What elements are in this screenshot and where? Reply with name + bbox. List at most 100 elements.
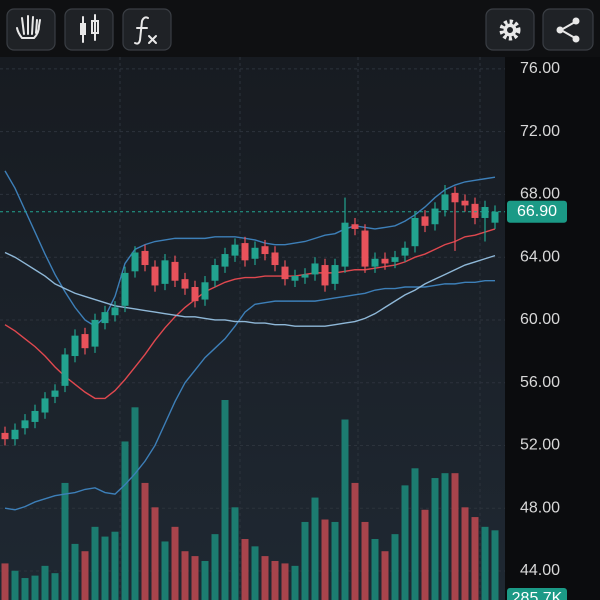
indicator-line	[4, 228, 496, 400]
candle-body	[151, 266, 159, 286]
candle-body	[451, 192, 459, 203]
candle-body	[361, 230, 369, 267]
volume-bar	[171, 526, 179, 600]
candle-body	[251, 247, 259, 259]
candle-body	[311, 263, 319, 275]
volume-bar	[21, 578, 29, 600]
chart-type-button[interactable]	[64, 8, 114, 51]
volume-tag	[507, 588, 567, 600]
y-tick-label: 52.00	[520, 437, 560, 454]
volume-label: 285.7K	[512, 590, 563, 600]
volume-bar	[331, 521, 339, 600]
candle-body	[141, 250, 149, 266]
volume-bar	[461, 507, 469, 600]
volume-bar	[41, 565, 49, 600]
volume-bar	[101, 536, 109, 600]
volume-bar	[291, 565, 299, 600]
indicator-line	[4, 170, 496, 328]
y-tick-label: 64.00	[520, 248, 560, 265]
indicator-line	[4, 280, 495, 511]
candle-body	[351, 224, 359, 229]
y-tick-label: 72.00	[520, 123, 560, 140]
volume-bar	[281, 563, 289, 600]
candle-body	[81, 334, 89, 349]
candle-body	[21, 420, 29, 429]
candle-body	[411, 217, 419, 247]
volume-bar	[451, 473, 459, 600]
y-tick-label: 44.00	[520, 562, 560, 579]
volume-bar	[261, 556, 269, 600]
volume-bar	[221, 400, 229, 600]
y-tick-label: 48.00	[520, 499, 560, 516]
candle-body	[381, 258, 389, 264]
share-button[interactable]	[542, 8, 594, 51]
settings-button[interactable]	[485, 8, 535, 51]
candle-body	[301, 274, 309, 278]
candle-body	[41, 398, 49, 413]
candle-body	[71, 335, 79, 357]
candle-body	[51, 390, 59, 397]
volume-bar	[71, 543, 79, 600]
candle-body	[131, 252, 139, 272]
volume-bar	[151, 507, 159, 600]
candle-body	[11, 429, 19, 440]
candle-body	[161, 260, 169, 284]
indicators-button[interactable]	[122, 8, 172, 51]
candle-body	[271, 252, 279, 266]
candle-body	[231, 244, 239, 256]
candle-body	[401, 247, 409, 256]
candle-body	[461, 200, 469, 206]
plot-area	[0, 57, 505, 600]
candle-body	[341, 222, 349, 267]
volume-bar	[381, 551, 389, 600]
volume-bar	[131, 407, 139, 600]
candle-body	[121, 272, 129, 306]
candle-body	[191, 287, 199, 302]
volume-bar	[241, 539, 249, 600]
volume-bar	[231, 507, 239, 600]
volume-bar	[211, 534, 219, 600]
candle-body	[101, 312, 109, 324]
candle-body	[61, 354, 69, 386]
last-price-label: 66.90	[517, 203, 557, 220]
y-tick-label: 56.00	[520, 374, 560, 391]
volume-bar	[191, 556, 199, 600]
candle-body	[261, 246, 269, 255]
volume-bar	[111, 531, 119, 600]
candle-body	[31, 410, 39, 422]
volume-bar	[361, 521, 369, 600]
indicator-line	[4, 251, 496, 327]
volume-bar	[301, 521, 309, 600]
volume-bar	[91, 526, 99, 600]
volume-bar	[121, 441, 129, 600]
volume-bar	[341, 419, 349, 600]
candle-body	[431, 208, 439, 225]
volume-bar	[441, 473, 449, 600]
volume-bar	[471, 517, 479, 600]
candle-body	[421, 216, 429, 226]
candle-body	[331, 265, 339, 284]
volume-bar	[201, 560, 209, 600]
candle-body	[221, 254, 229, 267]
volume-bar	[31, 575, 39, 600]
candle-body	[481, 206, 489, 218]
hand-button[interactable]	[6, 8, 56, 51]
candle-body	[471, 203, 479, 218]
volume-bar	[271, 560, 279, 600]
candle-body	[201, 282, 209, 300]
volume-bar	[351, 482, 359, 600]
volume-bar	[321, 519, 329, 600]
candle-body	[491, 211, 499, 223]
candle-body	[181, 279, 189, 289]
y-tick-label: 68.00	[520, 186, 560, 203]
y-tick-label: 76.00	[520, 60, 560, 77]
candle-body	[111, 307, 119, 316]
volume-bar	[141, 482, 149, 600]
volume-bar	[491, 530, 499, 600]
candle-body	[321, 265, 329, 286]
candle-body	[211, 265, 219, 281]
candle-body	[91, 319, 99, 347]
volume-bar	[1, 563, 9, 600]
